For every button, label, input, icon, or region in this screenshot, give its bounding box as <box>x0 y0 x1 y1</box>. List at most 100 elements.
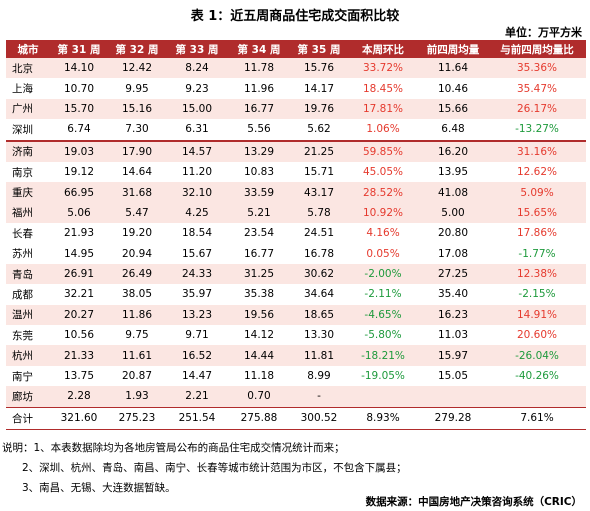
col-header: 与前四周均量比 <box>488 40 586 58</box>
table-cell: -19.05% <box>361 370 405 383</box>
table-cell: 45.05% <box>362 166 404 179</box>
table-cell: 11.61 <box>108 345 166 366</box>
table-row: 杭州 21.33 11.61 16.52 14.44 11.81 -18.21% 15.97-… <box>6 345 586 366</box>
table-cell: 17.08 <box>437 247 469 260</box>
table-row: 温州 20.27 11.86 13.23 19.56 18.65 -4.65% 16.23 14… <box>6 304 586 326</box>
table-cell: 26.49 <box>108 263 166 285</box>
table-cell: 20.60% <box>516 329 558 342</box>
table-cell: -2.15% <box>518 288 556 301</box>
table-cell: 5.09% <box>488 182 586 203</box>
table-title: 表 1：近五周商品住宅成交面积比较 <box>190 9 400 24</box>
table-cell: 16.23 <box>418 304 488 326</box>
table-row: 长春 21.93 19.20 18.54 23.54 24.51 4.16% 20.80 17.… <box>6 223 586 243</box>
table-cell: 8.24 <box>166 58 228 79</box>
city-cell: 济南 <box>6 139 50 162</box>
col-header: 城市 <box>6 40 50 58</box>
city-cell: 深圳 <box>12 123 33 136</box>
col-header: 第 33 周 <box>166 40 228 58</box>
table-cell: 9.75 <box>125 329 149 342</box>
table-cell: 0.05% <box>366 247 400 260</box>
transaction-table: 城市 第 31 周 第 32 周 第 33 周 第 34 周 第 35 周 本周… <box>6 40 586 430</box>
table-cell: 26.91 <box>50 263 108 285</box>
col-header: 第 34 周 <box>228 40 290 58</box>
table-cell: 279.28 <box>418 406 488 430</box>
table-row: 东莞 10.56 9.75 9.71 14.12 13.30 -5.80% 11.03 20.6… <box>6 325 586 345</box>
table-row: 南京 19.12 14.64 11.20 10.83 15.71 45.05% 13.95 12… <box>6 162 586 182</box>
table-cell: 275.23 <box>108 406 166 430</box>
table-row: 重庆 66.95 31.68 32.10 33.59 43.17 28.52% 41.08 5.… <box>6 182 586 203</box>
table-cell: 12.62% <box>516 166 558 179</box>
table-cell: -26.04% <box>488 345 586 366</box>
table-cell: -2.00% <box>348 263 418 285</box>
table-cell: -1.77% <box>518 247 556 260</box>
table-row: 济南 19.03 17.90 14.57 13.29 21.25 59.85% 16.20 31… <box>6 139 586 162</box>
table-cell: 11.78 <box>228 58 290 79</box>
table-cell: 5.62 <box>307 123 331 136</box>
table-cell: 21.33 <box>50 345 108 366</box>
table-cell: 16.77 <box>228 98 290 120</box>
table-cell: 30.62 <box>290 263 348 285</box>
unit-label: 单位：万平方米 <box>505 26 582 39</box>
table-cell: 31.16% <box>488 139 586 162</box>
table-cell: 11.86 <box>108 304 166 326</box>
table-cell: -4.65% <box>348 304 418 326</box>
table-cell: 20.87 <box>121 370 153 383</box>
table-cell: 7.61% <box>488 406 586 430</box>
table-cell: 9.23 <box>185 82 209 95</box>
table-cell: 27.25 <box>418 263 488 285</box>
table-cell: 35.97 <box>181 288 213 301</box>
table-cell: 41.08 <box>418 182 488 203</box>
table-cell: 31.68 <box>108 182 166 203</box>
table-cell: 33.72% <box>348 58 418 79</box>
table-cell: 5.47 <box>108 202 166 224</box>
table-cell: 24.33 <box>166 263 228 285</box>
table-cell: 15.97 <box>418 345 488 366</box>
city-cell: 苏州 <box>12 248 33 261</box>
table-cell: 28.52% <box>348 182 418 203</box>
city-cell: 杭州 <box>6 345 50 366</box>
table-cell: 20.27 <box>50 304 108 326</box>
city-cell: 南京 <box>12 166 33 179</box>
table-cell: 14.91% <box>488 304 586 326</box>
table-cell: -40.26% <box>515 370 559 383</box>
table-cell: 59.85% <box>348 139 418 162</box>
city-cell: 上海 <box>12 83 33 96</box>
table-cell: 13.23 <box>166 304 228 326</box>
table-cell: 15.71 <box>303 166 335 179</box>
table-cell: 35.36% <box>488 58 586 79</box>
city-cell: 成都 <box>12 288 33 301</box>
table-cell: 15.67 <box>181 247 213 260</box>
city-cell: 北京 <box>6 58 50 79</box>
table-cell: 16.20 <box>418 139 488 162</box>
table-cell: 5.78 <box>290 202 348 224</box>
table-cell: 19.12 <box>63 166 95 179</box>
table-row: 苏州 14.95 20.94 15.67 16.77 16.78 0.05% 17.08 -1.… <box>6 244 586 264</box>
table-cell: 31.25 <box>228 263 290 285</box>
table-cell: 9.71 <box>185 329 209 342</box>
table-cell: 66.95 <box>50 182 108 203</box>
data-source: 数据来源：中国房地产决策咨询系统（CRIC） <box>365 496 582 508</box>
table-cell: 2.28 <box>50 386 108 408</box>
table-cell: 15.65% <box>488 202 586 224</box>
table-cell: 8.99 <box>307 370 331 383</box>
table-cell: 13.75 <box>63 370 95 383</box>
table-cell: 14.57 <box>166 139 228 162</box>
table-cell: 17.90 <box>108 139 166 162</box>
table-cell: 12.42 <box>108 58 166 79</box>
table-row: 广州 15.70 15.16 15.00 16.77 19.76 17.81% 15.66 26… <box>6 98 586 120</box>
table-cell <box>418 386 488 408</box>
table-cell: 12.38% <box>488 263 586 285</box>
table-cell: 14.44 <box>228 345 290 366</box>
table-cell: 10.70 <box>63 82 95 95</box>
table-row: 南宁 13.75 20.87 14.47 11.18 8.99 -19.05% 15.05 -4… <box>6 366 586 386</box>
total-row: 合计 321.60 275.23 251.54 275.88 300.52 8.93% 279… <box>6 406 586 430</box>
city-cell: 重庆 <box>6 182 50 203</box>
table-row: 福州 5.06 5.47 4.25 5.21 5.78 10.92% 5.00 15.65% <box>6 202 586 224</box>
table-cell: 5.00 <box>418 202 488 224</box>
city-cell: 合计 <box>6 406 50 430</box>
table-cell: 21.25 <box>290 139 348 162</box>
table-cell: 32.10 <box>166 182 228 203</box>
table-cell: 5.06 <box>50 202 108 224</box>
table-cell: 19.56 <box>228 304 290 326</box>
table-cell: 14.95 <box>63 247 95 260</box>
